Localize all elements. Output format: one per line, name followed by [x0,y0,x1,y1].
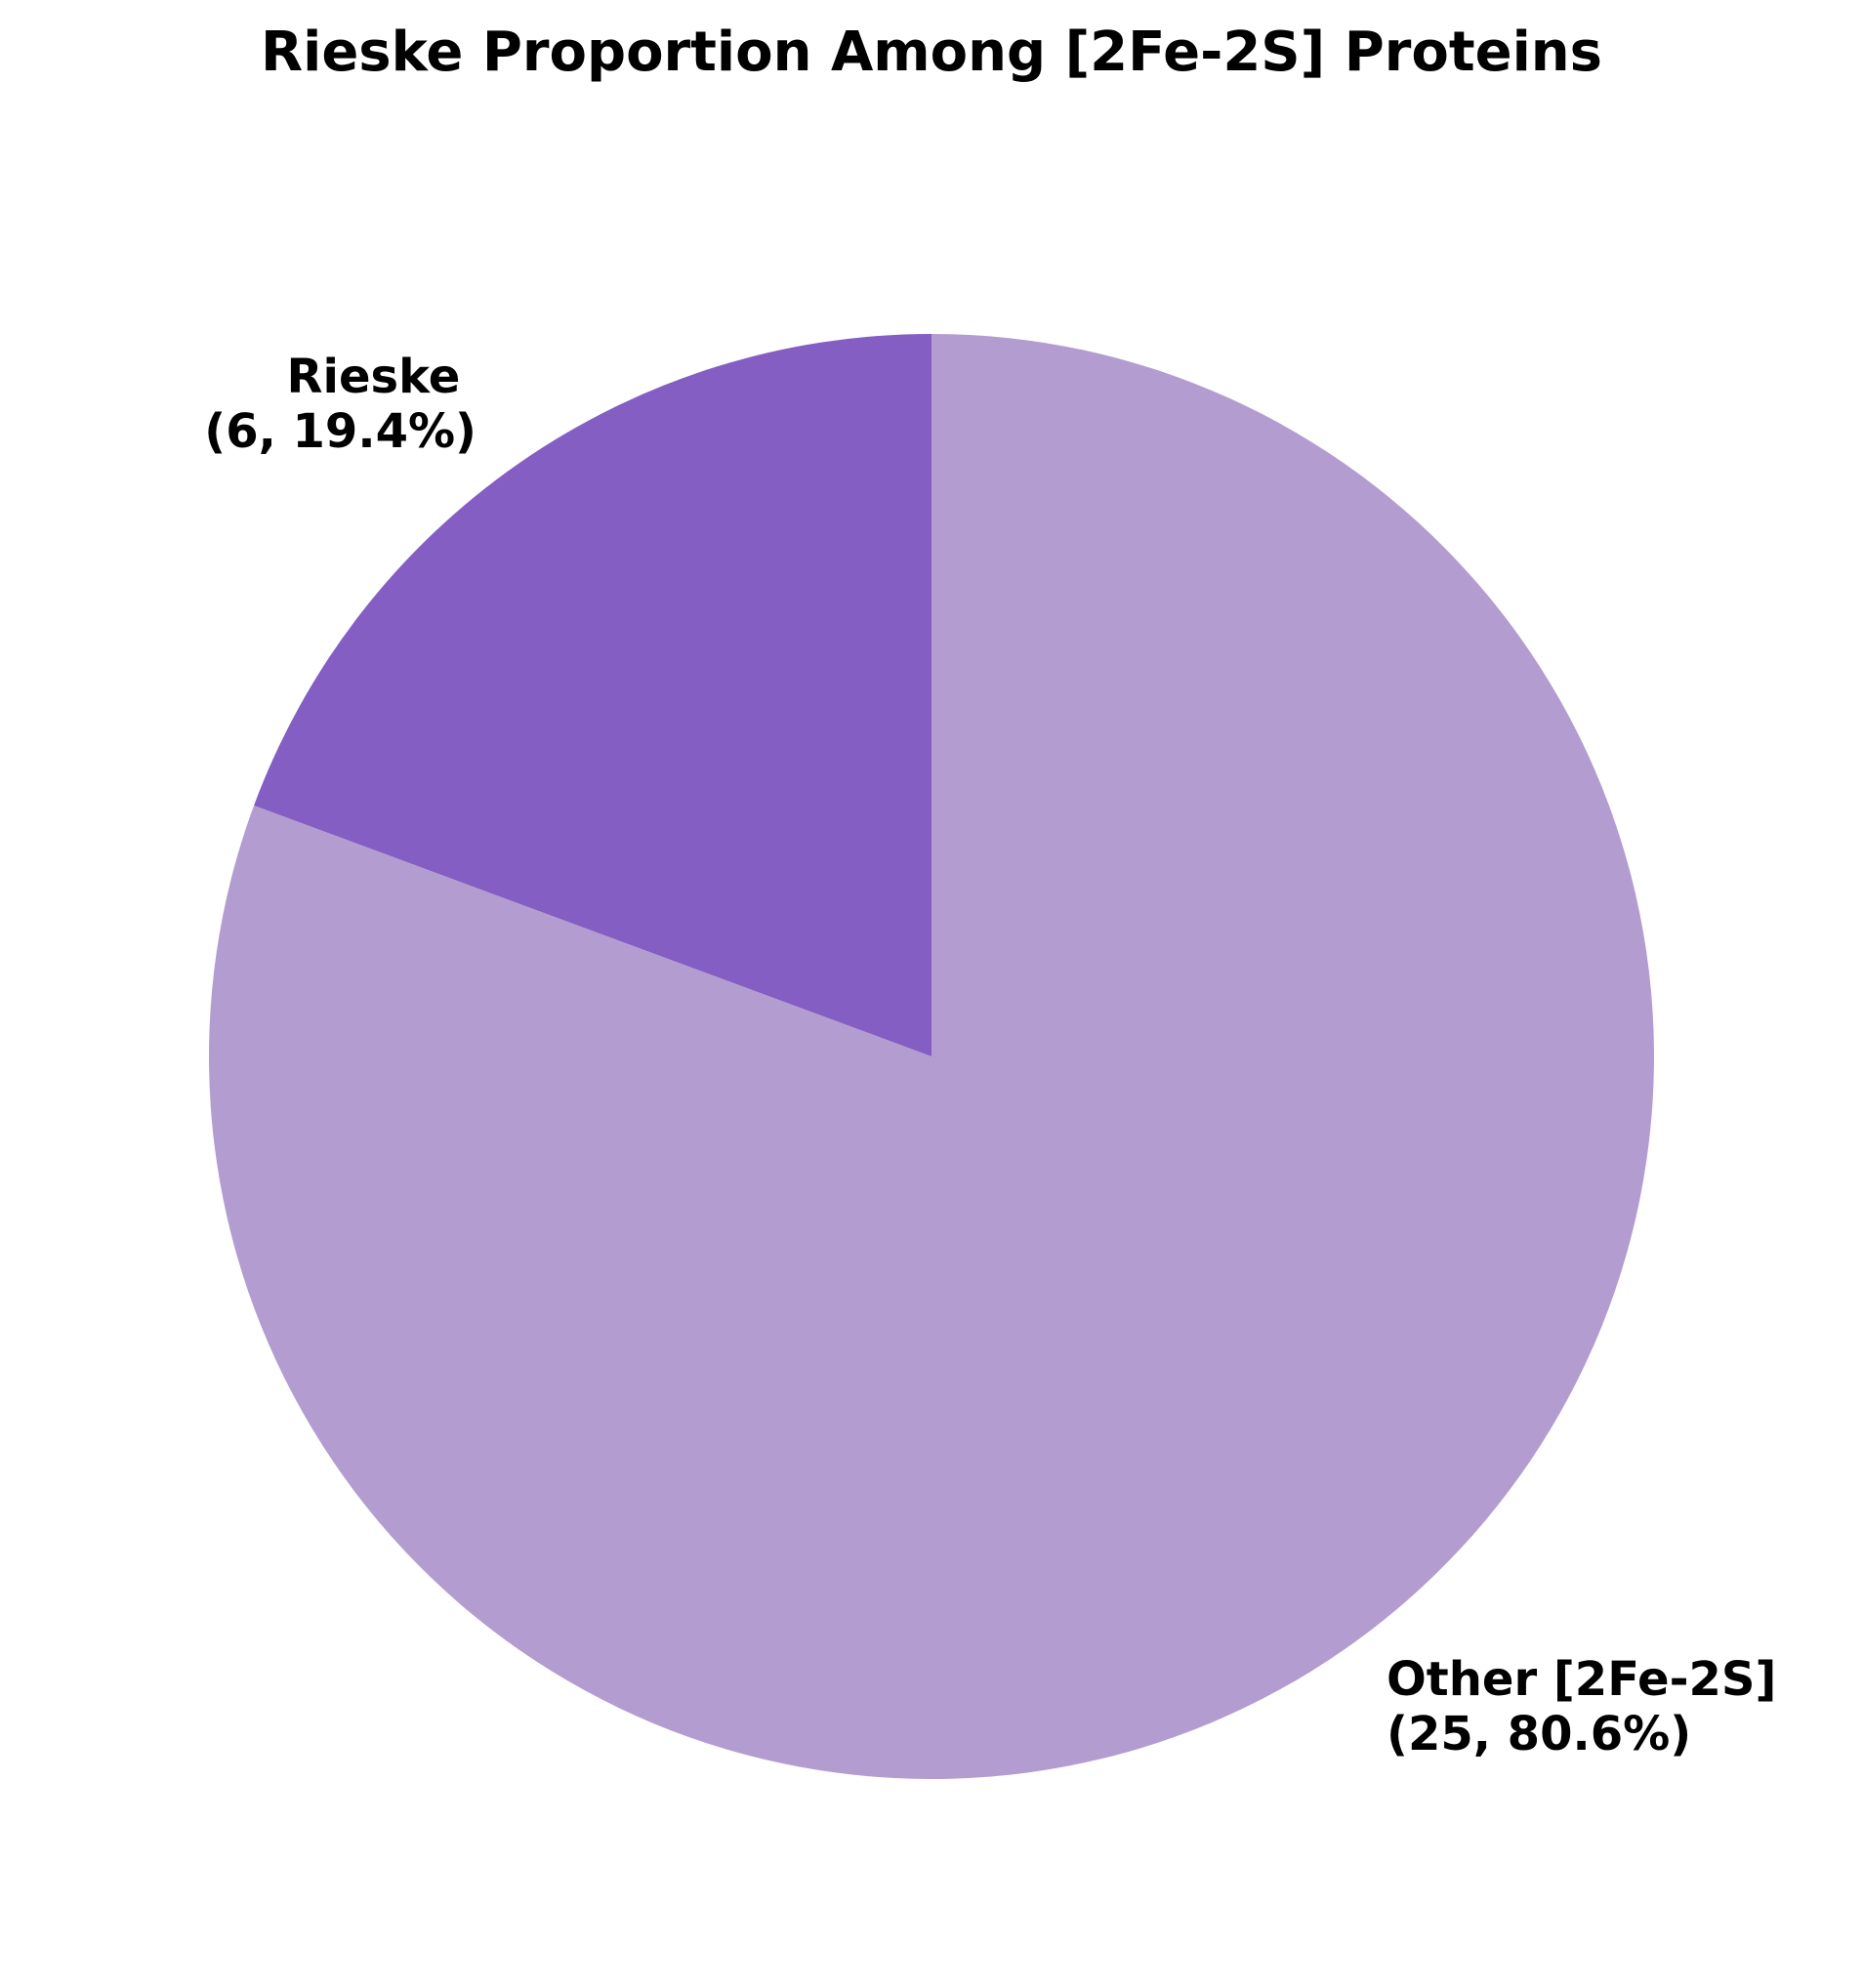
pie-slices [208,334,1654,1779]
chart-title: Rieske Proportion Among [2Fe-2S] Protein… [261,21,1602,84]
slice-label-rieske-name: Rieske [287,350,461,404]
pie-slice-rieske [254,334,932,1056]
pie-slice-other-2fe-2s [208,334,1654,1779]
slice-label-other-name: Other [2Fe-2S] [1387,1652,1776,1707]
slice-label-other-value: (25, 80.6%) [1387,1707,1691,1761]
slice-label-rieske: Rieske (6, 19.4%) [204,350,476,459]
slice-label-rieske-value: (6, 19.4%) [204,404,476,459]
slice-label-other: Other [2Fe-2S] (25, 80.6%) [1387,1652,1793,1761]
